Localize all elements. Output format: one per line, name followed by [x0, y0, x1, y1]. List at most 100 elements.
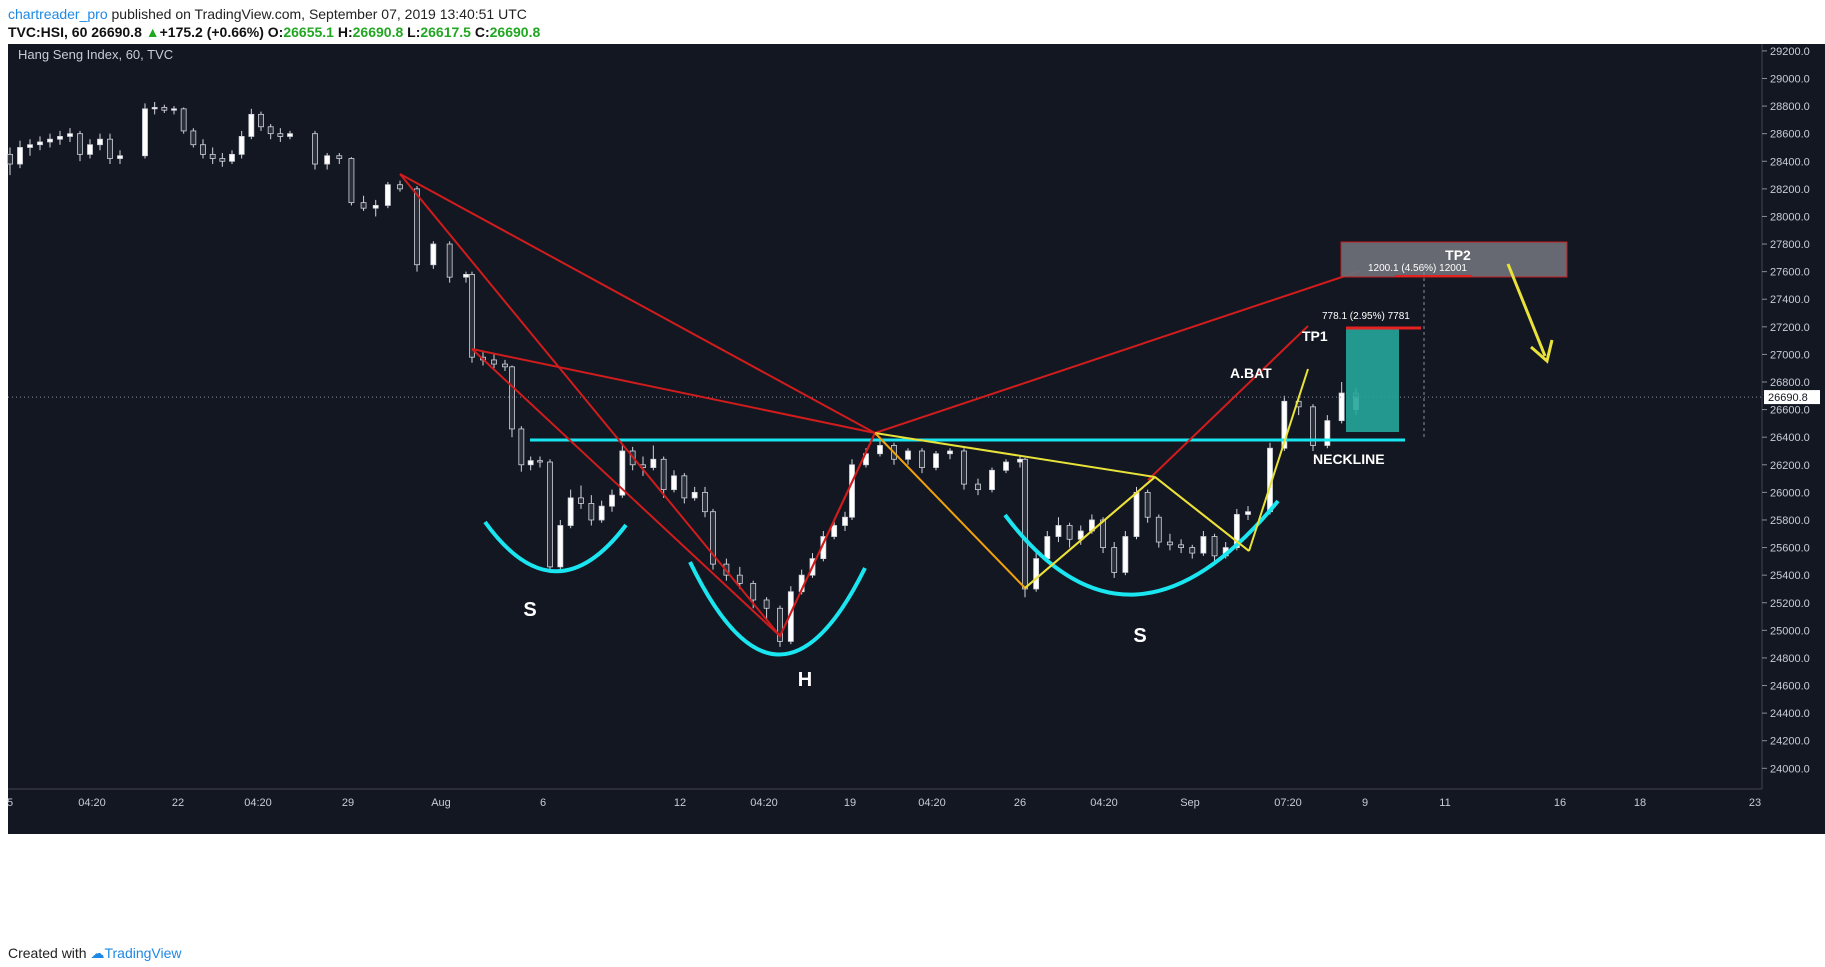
tradingview-link[interactable]: TradingView [104, 945, 182, 961]
candle-down [190, 130, 197, 146]
candle-down [919, 450, 925, 468]
y-tick-label: 24200.0 [1770, 736, 1810, 748]
tp1-measure: 778.1 (2.95%) 7781 [1322, 311, 1410, 322]
candle-up [229, 153, 235, 162]
candle-down [1189, 547, 1196, 554]
chart-title: Hang Seng Index, 60, TVC [18, 47, 173, 62]
candle-up [238, 136, 245, 155]
y-tick-label: 29000.0 [1770, 73, 1810, 85]
publish-info: published on TradingView.com, September … [111, 6, 527, 22]
tp2-zone[interactable] [1340, 241, 1568, 278]
tp2-label: TP2 [1445, 247, 1471, 263]
candle-down [336, 155, 343, 159]
candle-down [348, 158, 355, 204]
candle-up [877, 445, 883, 455]
candle-down [1211, 536, 1218, 557]
candle-down [491, 359, 497, 365]
y-tick-label: 25400.0 [1770, 570, 1810, 582]
author-link[interactable]: chartreader_pro [8, 6, 108, 22]
candle-down [180, 108, 187, 132]
candle-down [763, 599, 770, 609]
candle-up [989, 469, 995, 491]
high-label: H: [337, 24, 353, 40]
y-tick-label: 25200.0 [1770, 598, 1810, 610]
candles [7, 101, 1359, 647]
candle-up [598, 505, 605, 521]
candle-up [1003, 461, 1009, 471]
x-tick-label: 04:20 [1090, 797, 1118, 809]
candle-up [1033, 558, 1040, 590]
candle-down [1167, 541, 1173, 546]
candle-up [1133, 491, 1140, 537]
candle-down [469, 273, 475, 358]
y-tick-label: 26000.0 [1770, 487, 1810, 499]
left-shoulder-label: S [523, 599, 536, 621]
candle-up [87, 144, 93, 155]
y-tick-label: 25000.0 [1770, 625, 1810, 637]
close-value: 26690.8 [489, 24, 541, 40]
candle-up [609, 494, 615, 507]
candle-down [7, 153, 13, 165]
y-tick-label: 28000.0 [1770, 211, 1810, 223]
candle-down [961, 450, 967, 485]
candle-down [777, 607, 783, 642]
candle-down [360, 202, 367, 209]
y-tick-label: 26200.0 [1770, 460, 1810, 472]
y-tick-label: 26600.0 [1770, 405, 1810, 417]
candle-down [1100, 519, 1106, 548]
y-tick-label: 24000.0 [1770, 763, 1810, 775]
candle-up [57, 136, 63, 140]
candle-up [117, 155, 123, 159]
created-with: Created with ☁TradingView [8, 945, 182, 962]
candle-up [567, 497, 574, 526]
candle-up [430, 243, 437, 266]
candle-up [1281, 400, 1288, 449]
candle-up [142, 108, 148, 157]
candle-up [372, 205, 379, 209]
publish-line: chartreader_pro published on TradingView… [8, 6, 527, 22]
candle-up [905, 450, 911, 460]
candle-down [518, 428, 525, 466]
y-tick-label: 27200.0 [1770, 322, 1810, 334]
price-change: +175.2 (+0.66%) [159, 24, 264, 40]
candle-down [660, 458, 667, 491]
last-price-tag-text: 26690.8 [1768, 392, 1808, 404]
tp1-zone[interactable] [1346, 328, 1399, 432]
x-tick-label: 04:20 [918, 797, 946, 809]
candle-down [681, 475, 688, 499]
head-arc[interactable] [688, 561, 867, 657]
down-arrow-shaft [1506, 263, 1547, 357]
candle-up [67, 133, 73, 137]
candle-down [312, 133, 318, 165]
x-axis-ticks: 5 04:20 22 04:20 29 Aug 6 12 04:20 19 04:20 26 04:20… [7, 797, 1761, 809]
candle-up [619, 450, 626, 496]
price-axis[interactable] [1763, 44, 1825, 834]
y-tick-label: 27800.0 [1770, 239, 1810, 251]
red-harmonic-pattern[interactable] [399, 173, 1361, 638]
x-tick-label: 07:20 [1274, 797, 1302, 809]
footer: Created with ☁TradingView [0, 937, 1825, 967]
last-price-tag [1764, 390, 1820, 405]
left-shoulder-arc[interactable] [483, 520, 628, 574]
x-tick-label: 18 [1634, 797, 1646, 809]
candle-down [975, 483, 981, 491]
down-arrow-icon [1530, 339, 1554, 364]
candle-down [710, 511, 716, 565]
x-tick-label: 26 [1014, 797, 1026, 809]
candle-down [509, 366, 515, 430]
candle-up [17, 147, 23, 165]
candle-down [750, 583, 757, 601]
red-xb-line [399, 173, 876, 434]
last-price: 26690.8 [91, 24, 142, 40]
open-label: O: [267, 24, 284, 40]
abat-label: A.BAT [1230, 365, 1272, 381]
candle-up [1055, 525, 1062, 537]
price-chart[interactable]: Hang Seng Index, 60, TVC 24000.0 24200.0 2… [0, 44, 1825, 937]
candle-up [171, 108, 177, 111]
candle-up [1233, 514, 1240, 548]
tp1-label: TP1 [1302, 328, 1328, 344]
candle-down [736, 574, 743, 584]
candle-down [277, 133, 284, 137]
candle-up [557, 525, 564, 568]
bat-pattern[interactable] [874, 368, 1309, 590]
